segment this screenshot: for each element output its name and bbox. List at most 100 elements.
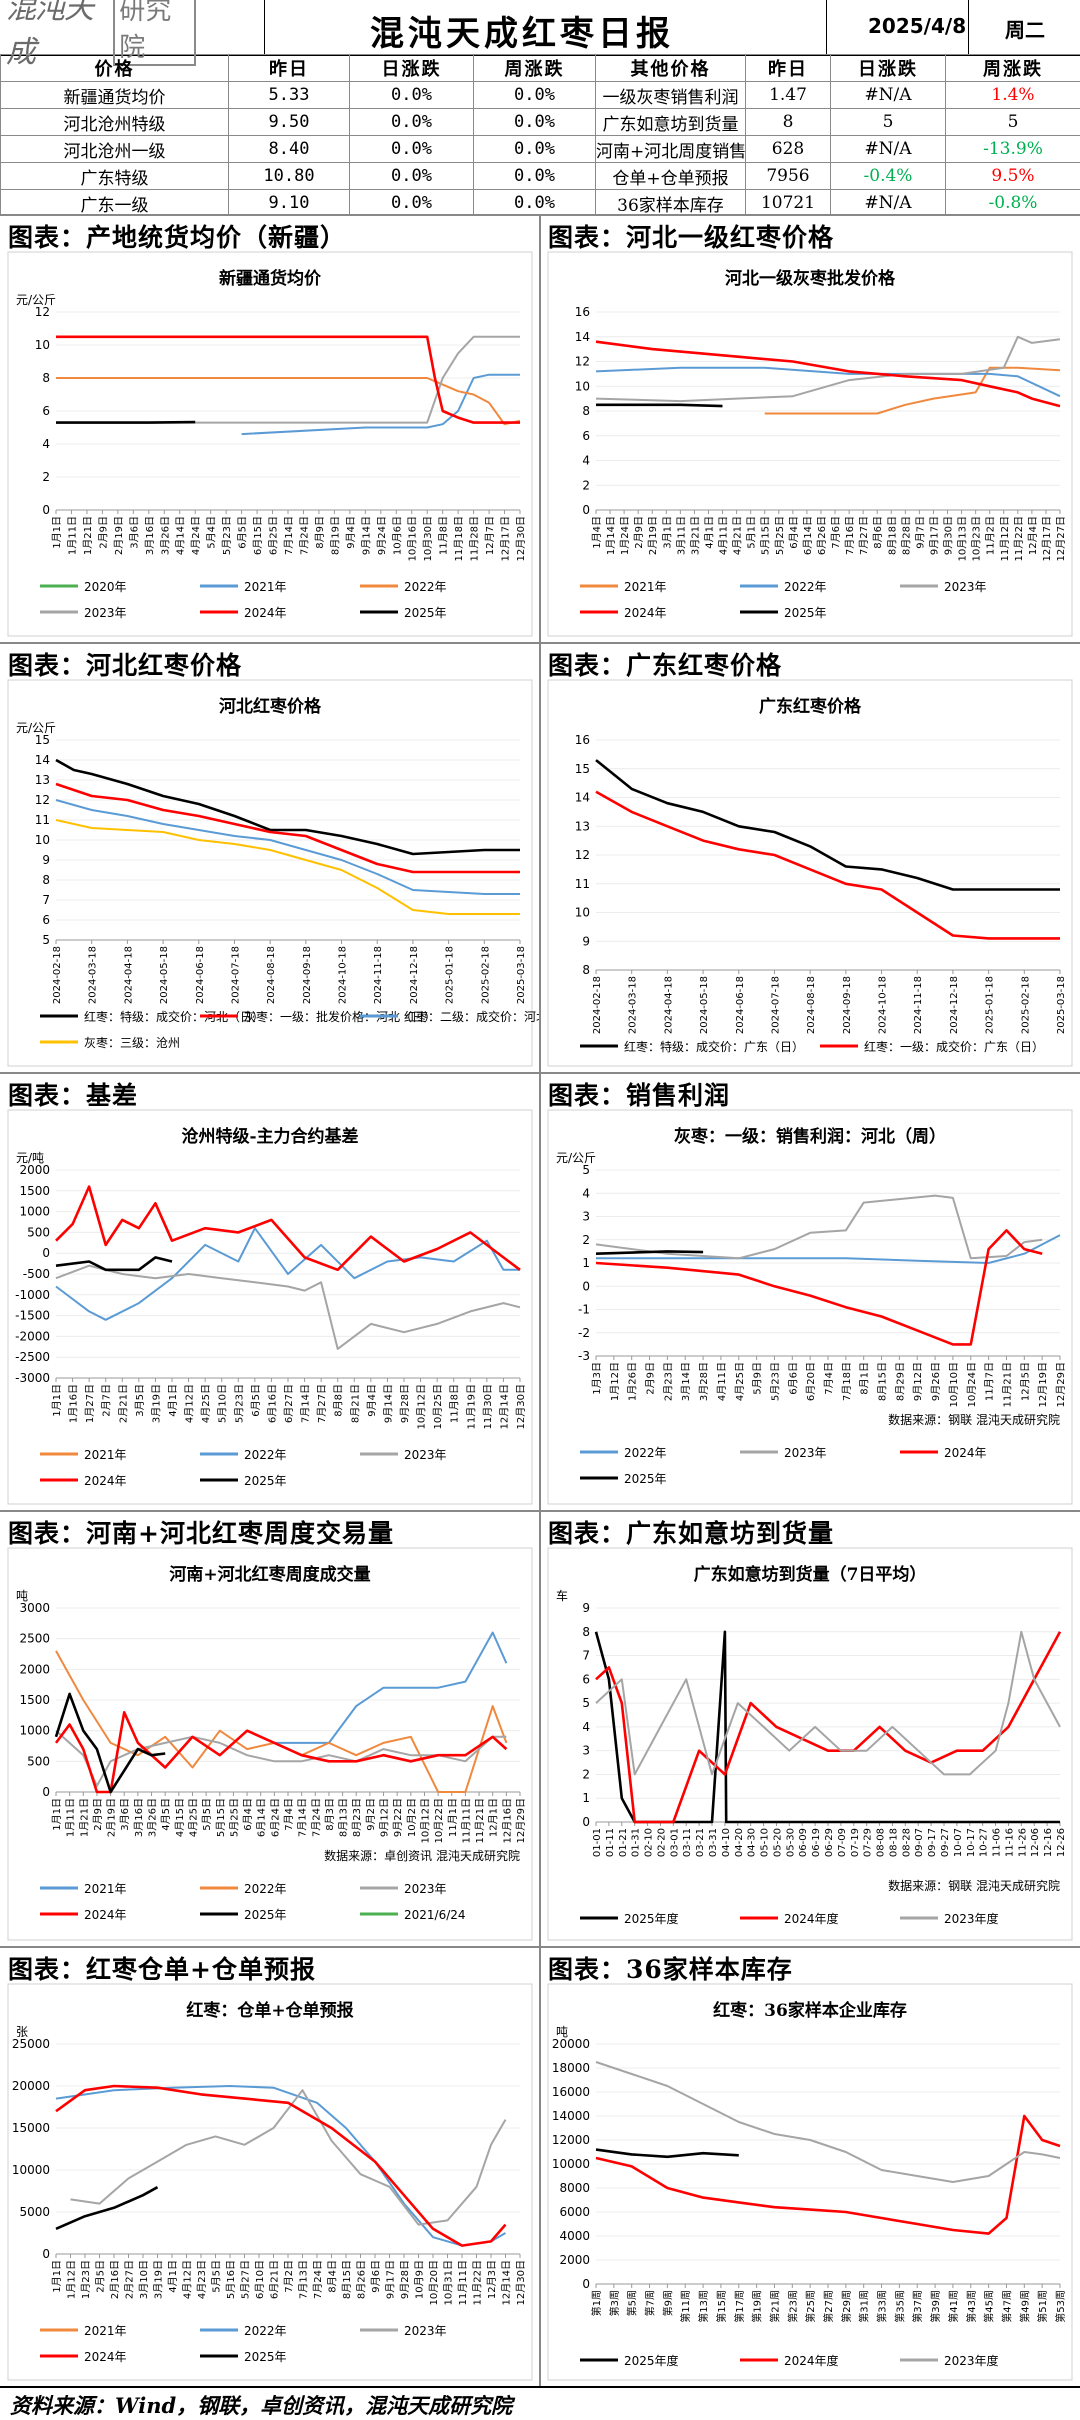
row-divider: [0, 1510, 1080, 1512]
table-cell: 9.50: [229, 109, 350, 136]
x-tick-label: 8月26日: [356, 2260, 368, 2299]
y-tick-label: 500: [27, 1225, 50, 1239]
x-tick-label: 01-11: [605, 1828, 616, 1857]
x-tick-label: 第13周: [697, 2290, 710, 2323]
x-tick-label: 2024-05-18: [699, 976, 710, 1034]
legend-label: 2024年: [624, 606, 667, 620]
y-tick-label: 5: [582, 1696, 590, 1710]
x-tick-label: 10月13日: [957, 516, 969, 561]
y-tick-label: 16: [575, 733, 590, 747]
legend-label: 2024年度: [784, 2353, 839, 2368]
x-tick-label: 11月21日: [474, 1798, 486, 1843]
y-tick-label: 16000: [552, 2085, 590, 2099]
x-tick-label: 2024-12-18: [949, 976, 960, 1034]
col-header: 其他价格: [596, 55, 746, 82]
x-tick-label: 5月10日: [217, 1384, 229, 1423]
x-tick-label: 2025-03-18: [1056, 976, 1067, 1034]
x-tick-label: 2025-02-18: [480, 946, 491, 1004]
y-tick-label: 0: [582, 1279, 590, 1293]
x-tick-label: 4月23日: [196, 2260, 208, 2299]
x-tick-label: 3月6日: [119, 1798, 131, 1831]
x-tick-label: 第45周: [983, 2290, 996, 2323]
x-tick-label: 4月1日: [703, 516, 715, 549]
legend-label: 2021年: [244, 580, 287, 594]
y-tick-label: 5: [582, 1163, 590, 1177]
y-tick-label: 15: [575, 762, 590, 776]
y-tick-label: 20000: [12, 2079, 50, 2093]
y-tick-label: 1: [582, 1791, 590, 1805]
y-tick-label: 18000: [552, 2061, 590, 2075]
x-tick-label: 12月19日: [1037, 1362, 1049, 1407]
x-tick-label: 7月2日: [283, 2260, 295, 2293]
y-tick-label: 12: [575, 355, 590, 369]
x-tick-label: 3月11日: [675, 516, 687, 555]
y-tick-label: 0: [42, 2247, 50, 2261]
x-tick-label: 10月12日: [416, 1384, 428, 1429]
x-tick-label: 10月25日: [432, 1384, 444, 1429]
x-tick-label: 01-31: [631, 1828, 642, 1857]
x-tick-label: 4月15日: [174, 1798, 186, 1837]
y-tick-label: 14: [575, 791, 590, 805]
x-tick-label: 01-01: [592, 1828, 603, 1857]
x-tick-label: 2024-10-18: [878, 976, 889, 1034]
report-title: 混沌天成红枣日报: [370, 6, 674, 55]
x-tick-label: 4月24日: [190, 516, 202, 555]
x-tick-label: 8月29日: [894, 1362, 906, 1401]
x-tick-label: 4月14日: [175, 516, 187, 555]
y-tick-label: -2500: [15, 1350, 50, 1364]
x-tick-label: 4月11日: [716, 1362, 728, 1401]
x-tick-label: 2月9日: [645, 1362, 657, 1395]
table-cell: 9.10: [229, 190, 350, 217]
y-tick-label: 8: [42, 873, 50, 887]
y-tick-label: 3: [582, 1744, 590, 1758]
legend-label: 2020年: [84, 580, 127, 594]
x-tick-label: 1月27日: [84, 1384, 96, 1423]
x-tick-label: 2024-04-18: [123, 946, 134, 1004]
x-tick-label: 第33周: [876, 2290, 889, 2323]
x-tick-label: 11-06: [992, 1828, 1003, 1857]
chart-source-text: 数据来源：卓创资讯 混沌天成研究院: [324, 1848, 520, 1863]
x-tick-label: 7月4日: [823, 1362, 835, 1395]
chart-frame: [8, 1110, 532, 1504]
y-tick-label: 6: [42, 913, 50, 927]
chart-title: 广东如意坊到货量（7日平均）: [694, 1564, 927, 1585]
y-tick-label: 8: [582, 1625, 590, 1639]
x-tick-label: 8月18日: [886, 516, 898, 555]
x-tick-label: 3月19日: [150, 1384, 162, 1423]
y-tick-label: 1500: [19, 1184, 50, 1198]
y-tick-label: 7: [582, 1649, 590, 1663]
x-tick-label: 10-17: [966, 1828, 977, 1857]
y-tick-label: 20000: [552, 2037, 590, 2051]
legend-label: 2024年: [84, 1474, 127, 1488]
chart-title: 河北红枣价格: [219, 696, 322, 717]
y-tick-label: 8: [582, 404, 590, 418]
legend-label: 2022年: [244, 1882, 287, 1896]
y-tick-label: 14000: [552, 2109, 590, 2123]
column-divider: [539, 214, 541, 2386]
x-tick-label: 2024-02-18: [52, 946, 63, 1004]
x-tick-label: 7月24日: [298, 516, 310, 555]
x-tick-label: 2月9日: [92, 1798, 104, 1831]
y-tick-label: 0: [42, 1785, 50, 1799]
x-tick-label: 03-11: [682, 1828, 693, 1857]
x-tick-label: 2月19日: [113, 516, 125, 555]
x-tick-label: 3月26日: [159, 516, 171, 555]
x-tick-label: 03-01: [669, 1828, 680, 1857]
table-cell: 1.4%: [946, 82, 1080, 109]
x-tick-label: 1月14日: [605, 516, 617, 555]
x-tick-label: 10月16日: [407, 516, 419, 561]
x-tick-label: 6月25日: [268, 516, 280, 555]
report-header: 混沌天成 研究院 混沌天成红枣日报 2025/4/8 周二: [0, 0, 1080, 56]
x-tick-label: 第1周: [590, 2290, 603, 2316]
x-tick-label: 08-08: [876, 1828, 887, 1857]
x-tick-label: 2月27日: [124, 2260, 136, 2299]
x-tick-label: 2月23日: [662, 1362, 674, 1401]
x-tick-label: 1月1日: [51, 1798, 63, 1831]
y-tick-label: 12: [35, 793, 50, 807]
y-axis-label: 车: [556, 1588, 568, 1603]
y-tick-label: 0: [582, 503, 590, 517]
x-tick-label: 02-10: [644, 1828, 655, 1857]
